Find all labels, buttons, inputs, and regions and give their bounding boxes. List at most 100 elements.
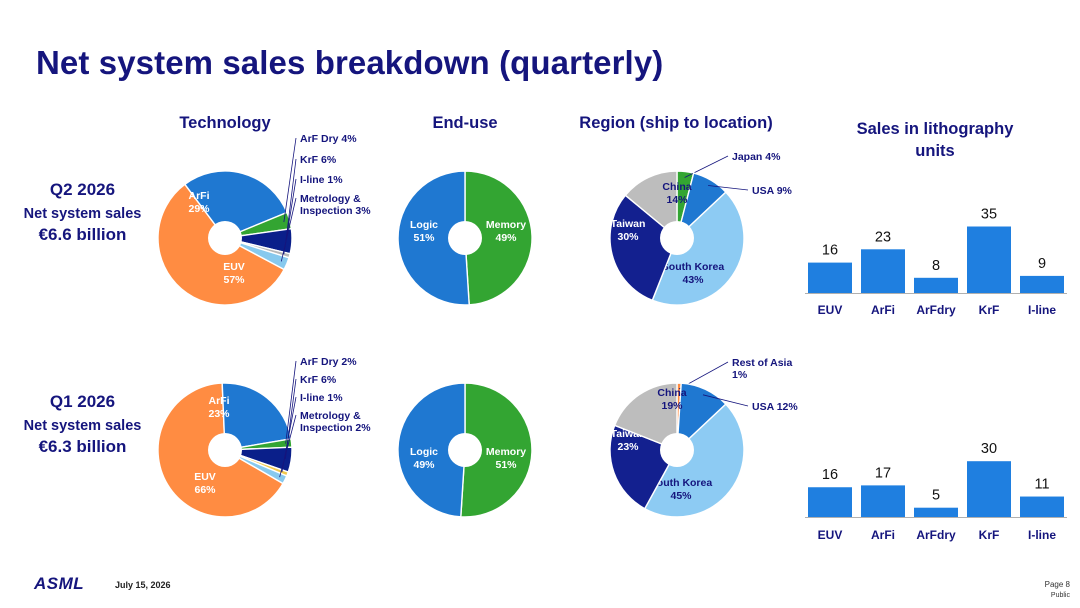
pie-slice-south-korea xyxy=(651,191,745,306)
slice-pct-south-korea: 45% xyxy=(670,490,692,502)
slice-label-i-line: I-line 1% xyxy=(300,174,343,186)
leader-line xyxy=(708,185,749,191)
slice-label-usa: USA 9% xyxy=(752,185,793,197)
pie-slice-metrology-inspection xyxy=(224,237,290,271)
donut-hole xyxy=(208,221,242,255)
slice-pct-arfi: 29% xyxy=(188,203,210,215)
pie-slice-logic xyxy=(397,382,466,518)
pie-slice-south-korea xyxy=(643,403,745,518)
donut-hole xyxy=(208,433,242,467)
slice-label-china: China xyxy=(657,387,686,399)
slice-pct-logic: 51% xyxy=(413,232,435,244)
bar-category-label: ArFdry xyxy=(916,528,956,542)
slice-label-metrology-inspection: Metrology & xyxy=(300,410,361,422)
quarter-label: Q2 2026 xyxy=(49,180,116,199)
slice-label-china: China xyxy=(662,181,691,193)
bar-krf xyxy=(967,461,1011,517)
leader-line xyxy=(285,360,297,444)
leader-line xyxy=(280,197,297,262)
slice-label-euv: EUV xyxy=(194,471,216,483)
pie-slice-memory xyxy=(460,382,533,518)
slice-label-logic: Logic xyxy=(410,219,438,231)
column-title-end-use: End-use xyxy=(432,114,498,132)
bar-category-label: EUV xyxy=(818,528,843,542)
quarter-block-q1: Q1 2026 Net system sales €6.3 billion xyxy=(0,392,165,457)
slice-pct-euv: 66% xyxy=(194,484,216,496)
bar-category-label: KrF xyxy=(979,528,1000,542)
quarter-block-q2: Q2 2026 Net system sales €6.6 billion xyxy=(0,180,165,245)
slice-pct-taiwan: 30% xyxy=(617,231,639,243)
slice-label-japan: Japan 4% xyxy=(732,151,781,163)
pie-slice-taiwan xyxy=(609,424,678,510)
bar-value-label: 16 xyxy=(822,243,838,259)
bar-arfdry xyxy=(914,507,958,517)
pie-slice-logic xyxy=(397,170,470,306)
slice-label-rest-of-asia-line2: 1% xyxy=(732,369,748,381)
slice-label-arf-dry: ArF Dry 2% xyxy=(300,356,357,368)
donut-hole xyxy=(448,433,482,467)
donut-hole xyxy=(660,221,694,255)
leader-line xyxy=(283,137,297,223)
bar-category-label: ArFi xyxy=(871,303,895,317)
bar-category-label: ArFdry xyxy=(916,303,956,317)
column-title-region: Region (ship to location) xyxy=(579,114,773,132)
net-sales-label: Net system sales xyxy=(23,418,142,434)
pie-slice-china xyxy=(624,170,678,240)
slice-pct-euv: 57% xyxy=(223,274,245,286)
slice-label-metrology-inspection-line2: Inspection 3% xyxy=(300,205,371,217)
slice-label-euv: EUV xyxy=(223,261,245,273)
bar-i-line xyxy=(1020,496,1064,517)
slice-pct-memory: 49% xyxy=(495,232,517,244)
slice-label-metrology-inspection-line2: Inspection 2% xyxy=(300,422,371,434)
bar-arfi xyxy=(861,249,905,293)
slice-label-arfi: ArFi xyxy=(209,395,230,407)
slice-label-arfi: ArFi xyxy=(189,190,210,202)
bar-category-label: KrF xyxy=(979,303,1000,317)
slice-label-memory: Memory xyxy=(486,219,526,231)
classification-label: Public xyxy=(1050,592,1070,599)
slice-label-south-korea: South Korea xyxy=(650,477,713,489)
slice-label-usa: USA 12% xyxy=(752,401,798,413)
pie-slice-memory xyxy=(464,170,533,306)
bar-euv xyxy=(808,487,852,517)
slice-label-i-line: I-line 1% xyxy=(300,392,343,404)
bar-value-label: 16 xyxy=(822,467,838,483)
bar-category-label: EUV xyxy=(818,303,843,317)
leader-line xyxy=(279,414,297,478)
bar-value-label: 5 xyxy=(932,488,940,504)
leader-line xyxy=(684,155,729,178)
net-sales-value: €6.6 billion xyxy=(38,225,127,244)
bar-value-label: 11 xyxy=(1034,477,1049,493)
bar-value-label: 23 xyxy=(875,229,891,245)
pie-slice-taiwan xyxy=(609,194,678,302)
slice-label-taiwan: Taiwan xyxy=(611,218,646,230)
bar-category-label: ArFi xyxy=(871,528,895,542)
net-sales-label: Net system sales xyxy=(23,206,142,222)
donut-hole xyxy=(660,433,694,467)
bar-value-label: 9 xyxy=(1038,256,1046,272)
bar-value-label: 35 xyxy=(981,207,997,223)
footer-date: July 15, 2026 xyxy=(115,580,171,590)
bar-category-label: I-line xyxy=(1028,303,1056,317)
slice-label-krf: KrF 6% xyxy=(300,154,337,166)
asml-logo: ASML xyxy=(34,574,85,593)
slice-label-south-korea: South Korea xyxy=(662,261,725,273)
leader-line xyxy=(285,158,297,242)
bar-arfi xyxy=(861,485,905,517)
slice-pct-logic: 49% xyxy=(413,459,435,471)
quarter-label: Q1 2026 xyxy=(49,392,116,411)
net-sales-value: €6.3 billion xyxy=(38,437,127,456)
pie-slice-china xyxy=(613,382,678,452)
slice-pct-arfi: 23% xyxy=(208,408,230,420)
slide-title: Net system sales breakdown (quarterly) xyxy=(36,44,664,81)
bar-i-line xyxy=(1020,275,1064,293)
slice-label-rest-of-asia: Rest of Asia xyxy=(732,357,792,369)
column-title-technology: Technology xyxy=(179,114,271,132)
column-title-litho-units: Sales in lithography units xyxy=(856,120,1014,160)
slice-label-krf: KrF 6% xyxy=(300,374,337,386)
slice-label-arf-dry: ArF Dry 4% xyxy=(300,133,357,145)
slice-label-memory: Memory xyxy=(486,446,526,458)
bar-value-label: 8 xyxy=(932,258,940,274)
slice-label-metrology-inspection: Metrology & xyxy=(300,193,361,205)
